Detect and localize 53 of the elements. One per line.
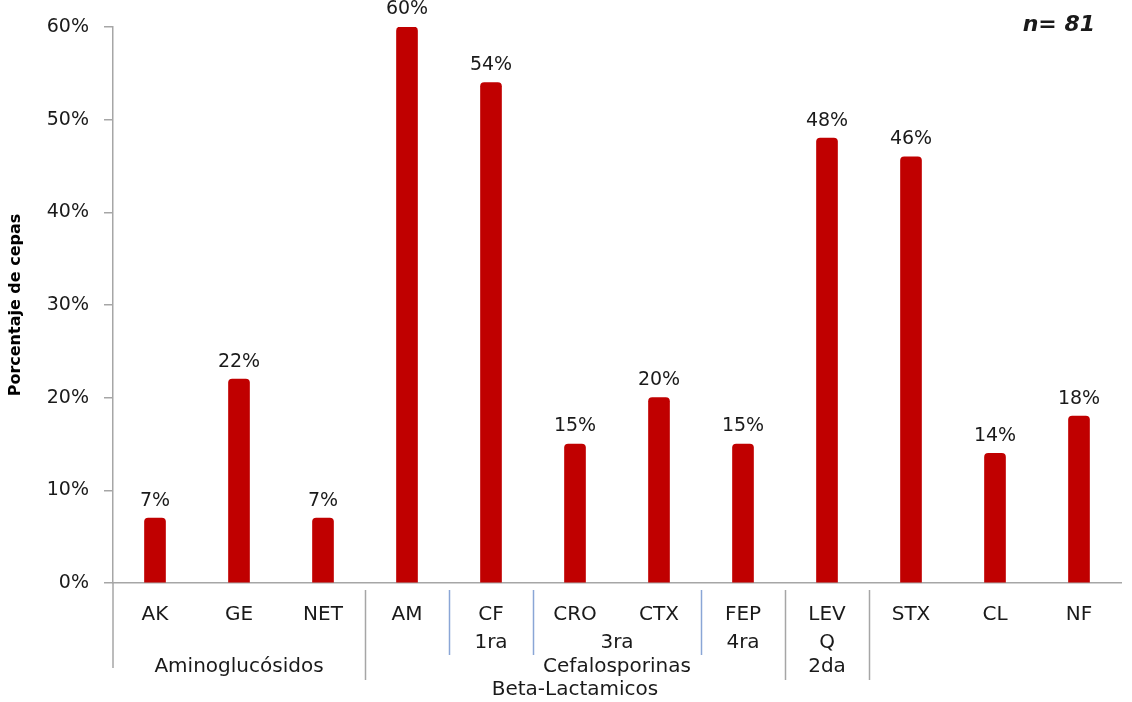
data-label: 20%	[637, 367, 681, 390]
text: Cefalosporinas	[543, 653, 691, 678]
bar	[144, 517, 166, 583]
x-tick-label: GE	[224, 601, 254, 626]
text: Beta-Lactamicos	[491, 676, 659, 701]
y-tick-label: 50%	[46, 106, 89, 129]
bar	[228, 378, 250, 583]
data-label: 15%	[721, 413, 765, 436]
x-tick-label: FEP	[724, 601, 762, 626]
x-tick-label: NF	[1065, 601, 1093, 626]
x-tick-label: AM	[391, 601, 423, 626]
annotation: n= 81	[1022, 10, 1095, 36]
data-label: 14%	[973, 422, 1017, 445]
bar	[312, 517, 334, 583]
x-tick-label: AK	[141, 601, 170, 626]
x-tick-label: CL	[982, 601, 1009, 626]
data-label: 7%	[307, 487, 339, 510]
bar	[984, 452, 1006, 583]
x-tick-label: STX	[891, 601, 931, 626]
text: 3ra	[600, 629, 634, 654]
text: 4ra	[726, 629, 760, 654]
x-tick-label: NET	[303, 601, 344, 626]
data-label: 54%	[469, 52, 513, 75]
text: 1ra	[474, 629, 508, 654]
bar	[1068, 415, 1090, 583]
bar	[900, 156, 922, 583]
y-tick-label: 20%	[46, 384, 89, 407]
text: Aminoglucósidos	[154, 653, 324, 678]
y-axis-title: Porcentaje de cepas	[4, 213, 24, 397]
data-label: 7%	[139, 487, 171, 510]
text: 2da	[808, 653, 846, 678]
data-label: 60%	[385, 0, 429, 19]
data-label: 22%	[217, 348, 261, 371]
data-label: 46%	[889, 126, 933, 149]
bar	[732, 443, 754, 583]
bar	[396, 27, 418, 583]
text: Q	[819, 629, 835, 654]
x-tick-label: CTX	[639, 601, 680, 626]
x-tick-label: CRO	[553, 601, 597, 626]
bar	[564, 443, 586, 583]
bar	[648, 397, 670, 583]
x-tick-label: CF	[478, 601, 504, 626]
x-tick-label: LEV	[808, 601, 847, 626]
data-label: 15%	[553, 413, 597, 436]
y-tick-label: 30%	[46, 291, 89, 314]
y-tick-label: 60%	[46, 13, 89, 36]
data-label: 48%	[805, 107, 849, 130]
bar	[480, 82, 502, 583]
y-tick-label: 10%	[46, 477, 89, 500]
y-tick-label: 0%	[58, 569, 89, 592]
y-tick-label: 40%	[46, 199, 89, 222]
data-label: 18%	[1057, 385, 1101, 408]
bar	[816, 137, 838, 583]
